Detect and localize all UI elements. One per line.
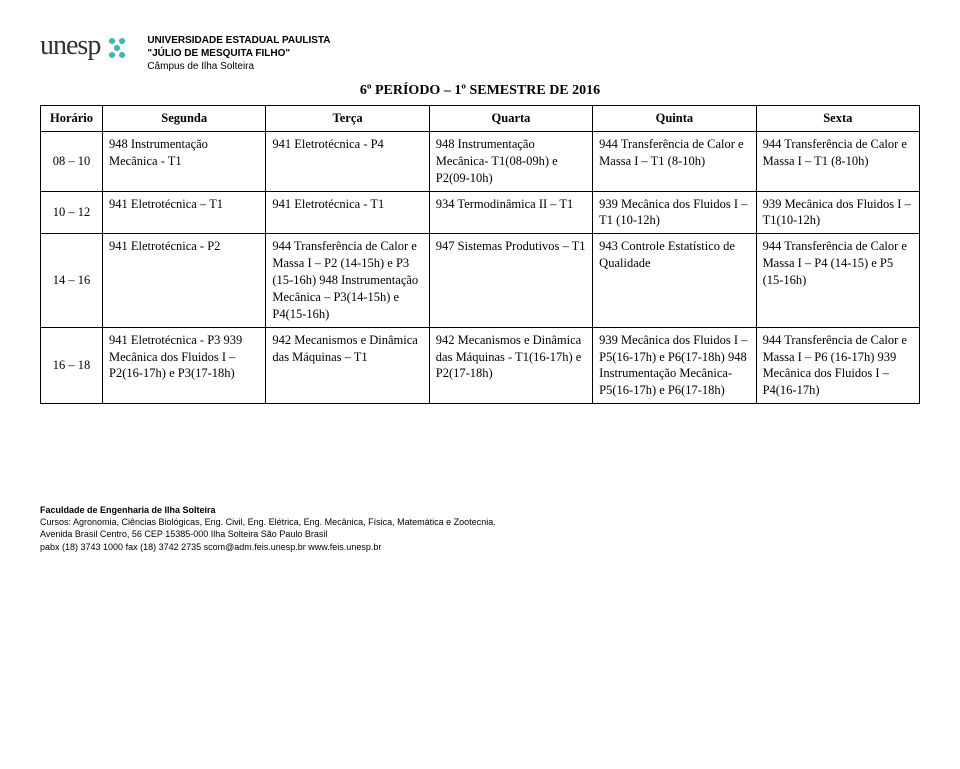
col-quinta: Quinta <box>593 106 756 132</box>
cell: 941 Eletrotécnica - P2 <box>103 234 266 327</box>
cell: 942 Mecanismos e Dinâmica das Máquinas -… <box>429 327 592 404</box>
page-title: 6º PERÍODO – 1º SEMESTRE DE 2016 <box>40 83 920 99</box>
footer-contact: pabx (18) 3743 1000 fax (18) 3742 2735 s… <box>40 541 920 553</box>
cell: 948 Instrumentação Mecânica- T1(08-09h) … <box>429 131 592 191</box>
logo-icon <box>102 31 132 61</box>
footer-address: Avenida Brasil Centro, 56 CEP 15385-000 … <box>40 528 920 540</box>
university-name: UNIVERSIDADE ESTADUAL PAULISTA <box>147 34 330 47</box>
cell: 941 Eletrotécnica - P4 <box>266 131 429 191</box>
cell: 944 Transferência de Calor e Massa I – T… <box>593 131 756 191</box>
cell: 941 Eletrotécnica - T1 <box>266 191 429 234</box>
time-cell: 10 – 12 <box>41 191 103 234</box>
table-row: 16 – 18 941 Eletrotécnica - P3 939 Mecân… <box>41 327 920 404</box>
schedule-table: Horário Segunda Terça Quarta Quinta Sext… <box>40 105 920 404</box>
cell: 934 Termodinâmica II – T1 <box>429 191 592 234</box>
cell: 939 Mecânica dos Fluidos I – T1 (10-12h) <box>593 191 756 234</box>
cell: 942 Mecanismos e Dinâmica das Máquinas –… <box>266 327 429 404</box>
table-row: 10 – 12 941 Eletrotécnica – T1 941 Eletr… <box>41 191 920 234</box>
cell: 943 Controle Estatístico de Qualidade <box>593 234 756 327</box>
time-cell: 08 – 10 <box>41 131 103 191</box>
cell: 941 Eletrotécnica - P3 939 Mecânica dos … <box>103 327 266 404</box>
cell: 944 Transferência de Calor e Massa I – T… <box>756 131 919 191</box>
document-header: unesp UNIVERSIDADE ESTADUAL PAULISTA "JÚ… <box>40 30 920 73</box>
cell: 947 Sistemas Produtivos – T1 <box>429 234 592 327</box>
table-row: 14 – 16 941 Eletrotécnica - P2 944 Trans… <box>41 234 920 327</box>
col-segunda: Segunda <box>103 106 266 132</box>
document-footer: Faculdade de Engenharia de Ilha Solteira… <box>40 504 920 553</box>
time-cell: 14 – 16 <box>41 234 103 327</box>
logo-text: unesp <box>40 30 100 62</box>
col-sexta: Sexta <box>756 106 919 132</box>
cell: 941 Eletrotécnica – T1 <box>103 191 266 234</box>
time-cell: 16 – 18 <box>41 327 103 404</box>
cell: 944 Transferência de Calor e Massa I – P… <box>266 234 429 327</box>
table-header-row: Horário Segunda Terça Quarta Quinta Sext… <box>41 106 920 132</box>
logo: unesp <box>40 30 132 62</box>
campus-name: Câmpus de Ilha Solteira <box>147 60 330 73</box>
university-subtitle: "JÚLIO DE MESQUITA FILHO" <box>147 47 330 60</box>
col-horario: Horário <box>41 106 103 132</box>
cell: 939 Mecânica dos Fluidos I – P5(16-17h) … <box>593 327 756 404</box>
footer-courses: Cursos: Agronomia, Ciências Biológicas, … <box>40 516 920 528</box>
cell: 944 Transferência de Calor e Massa I – P… <box>756 327 919 404</box>
col-quarta: Quarta <box>429 106 592 132</box>
cell: 939 Mecânica dos Fluidos I – T1(10-12h) <box>756 191 919 234</box>
cell: 944 Transferência de Calor e Massa I – P… <box>756 234 919 327</box>
cell: 948 Instrumentação Mecânica - T1 <box>103 131 266 191</box>
university-info: UNIVERSIDADE ESTADUAL PAULISTA "JÚLIO DE… <box>147 30 330 73</box>
table-row: 08 – 10 948 Instrumentação Mecânica - T1… <box>41 131 920 191</box>
col-terca: Terça <box>266 106 429 132</box>
footer-faculty: Faculdade de Engenharia de Ilha Solteira <box>40 504 920 516</box>
